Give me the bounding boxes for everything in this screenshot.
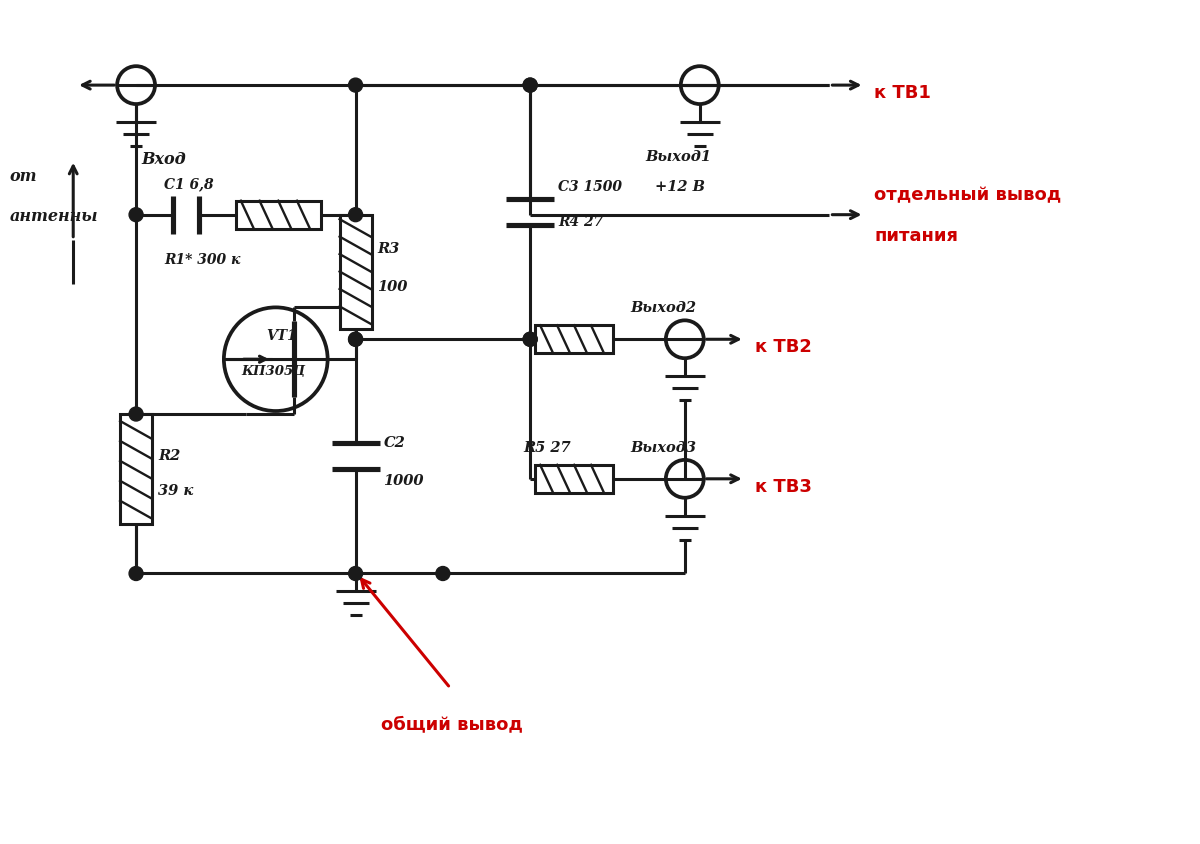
Bar: [120, 414, 152, 524]
Circle shape: [348, 333, 362, 347]
Text: 100: 100: [378, 279, 408, 294]
Text: 1000: 1000: [384, 473, 424, 488]
Text: 39 к: 39 к: [158, 483, 193, 497]
Text: R2: R2: [158, 448, 180, 463]
Text: +12 В: +12 В: [655, 180, 704, 193]
Text: к ТВ2: к ТВ2: [755, 338, 811, 356]
Text: КП305Д: КП305Д: [241, 365, 305, 378]
Circle shape: [523, 333, 538, 347]
Bar: [535, 326, 613, 354]
Circle shape: [348, 333, 362, 347]
Text: R5 27: R5 27: [523, 441, 571, 454]
Text: R3: R3: [378, 241, 400, 256]
Bar: [236, 202, 320, 230]
Text: отдельный вывод: отдельный вывод: [875, 187, 1062, 204]
Text: R1* 300 к: R1* 300 к: [164, 252, 240, 266]
Text: к ТВ1: к ТВ1: [875, 84, 931, 102]
Text: C2: C2: [384, 436, 406, 450]
Circle shape: [436, 567, 450, 581]
Text: антенны: антенны: [10, 208, 98, 225]
Circle shape: [348, 79, 362, 93]
Text: питания: питания: [875, 226, 959, 244]
Text: к ТВ3: к ТВ3: [755, 477, 811, 495]
Text: Вход: Вход: [142, 151, 186, 168]
Bar: [535, 465, 613, 493]
Circle shape: [523, 79, 538, 93]
Text: C1 6,8: C1 6,8: [164, 176, 214, 191]
Text: R4 27: R4 27: [558, 215, 604, 229]
Text: C3 1500: C3 1500: [558, 180, 622, 194]
Circle shape: [348, 208, 362, 223]
Text: VT1: VT1: [265, 329, 296, 343]
Circle shape: [130, 408, 143, 421]
Text: Выход1: Выход1: [644, 149, 710, 164]
Circle shape: [523, 333, 538, 347]
Circle shape: [130, 208, 143, 223]
Text: общий вывод: общий вывод: [380, 714, 522, 732]
Bar: [340, 215, 372, 330]
Text: Выход2: Выход2: [630, 301, 696, 315]
Text: от: от: [10, 168, 37, 185]
Circle shape: [348, 567, 362, 581]
Circle shape: [130, 567, 143, 581]
Circle shape: [523, 79, 538, 93]
Text: Выход3: Выход3: [630, 441, 696, 454]
